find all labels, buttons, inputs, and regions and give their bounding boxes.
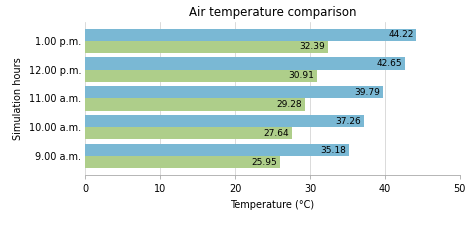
Text: 44.22: 44.22	[388, 30, 413, 39]
Text: 27.64: 27.64	[264, 129, 289, 138]
Text: 39.79: 39.79	[355, 88, 380, 97]
Text: 37.26: 37.26	[336, 117, 361, 126]
Bar	[85, 57, 405, 69]
Text: 25.95: 25.95	[251, 158, 277, 167]
Text: 30.91: 30.91	[288, 71, 314, 80]
Bar	[85, 86, 383, 98]
Bar	[85, 115, 365, 127]
Text: 29.28: 29.28	[276, 100, 301, 109]
Bar	[85, 41, 328, 53]
Text: 32.39: 32.39	[299, 42, 325, 51]
Bar	[85, 127, 292, 139]
Text: 42.65: 42.65	[376, 59, 402, 68]
X-axis label: Temperature (°C): Temperature (°C)	[230, 200, 315, 209]
Bar	[85, 69, 317, 82]
Bar	[85, 28, 417, 41]
Title: Air temperature comparison: Air temperature comparison	[189, 6, 356, 19]
Bar	[85, 98, 305, 111]
Text: 35.18: 35.18	[320, 146, 346, 155]
Bar	[85, 156, 280, 168]
Bar	[85, 144, 349, 156]
Y-axis label: Simulation hours: Simulation hours	[13, 57, 23, 140]
